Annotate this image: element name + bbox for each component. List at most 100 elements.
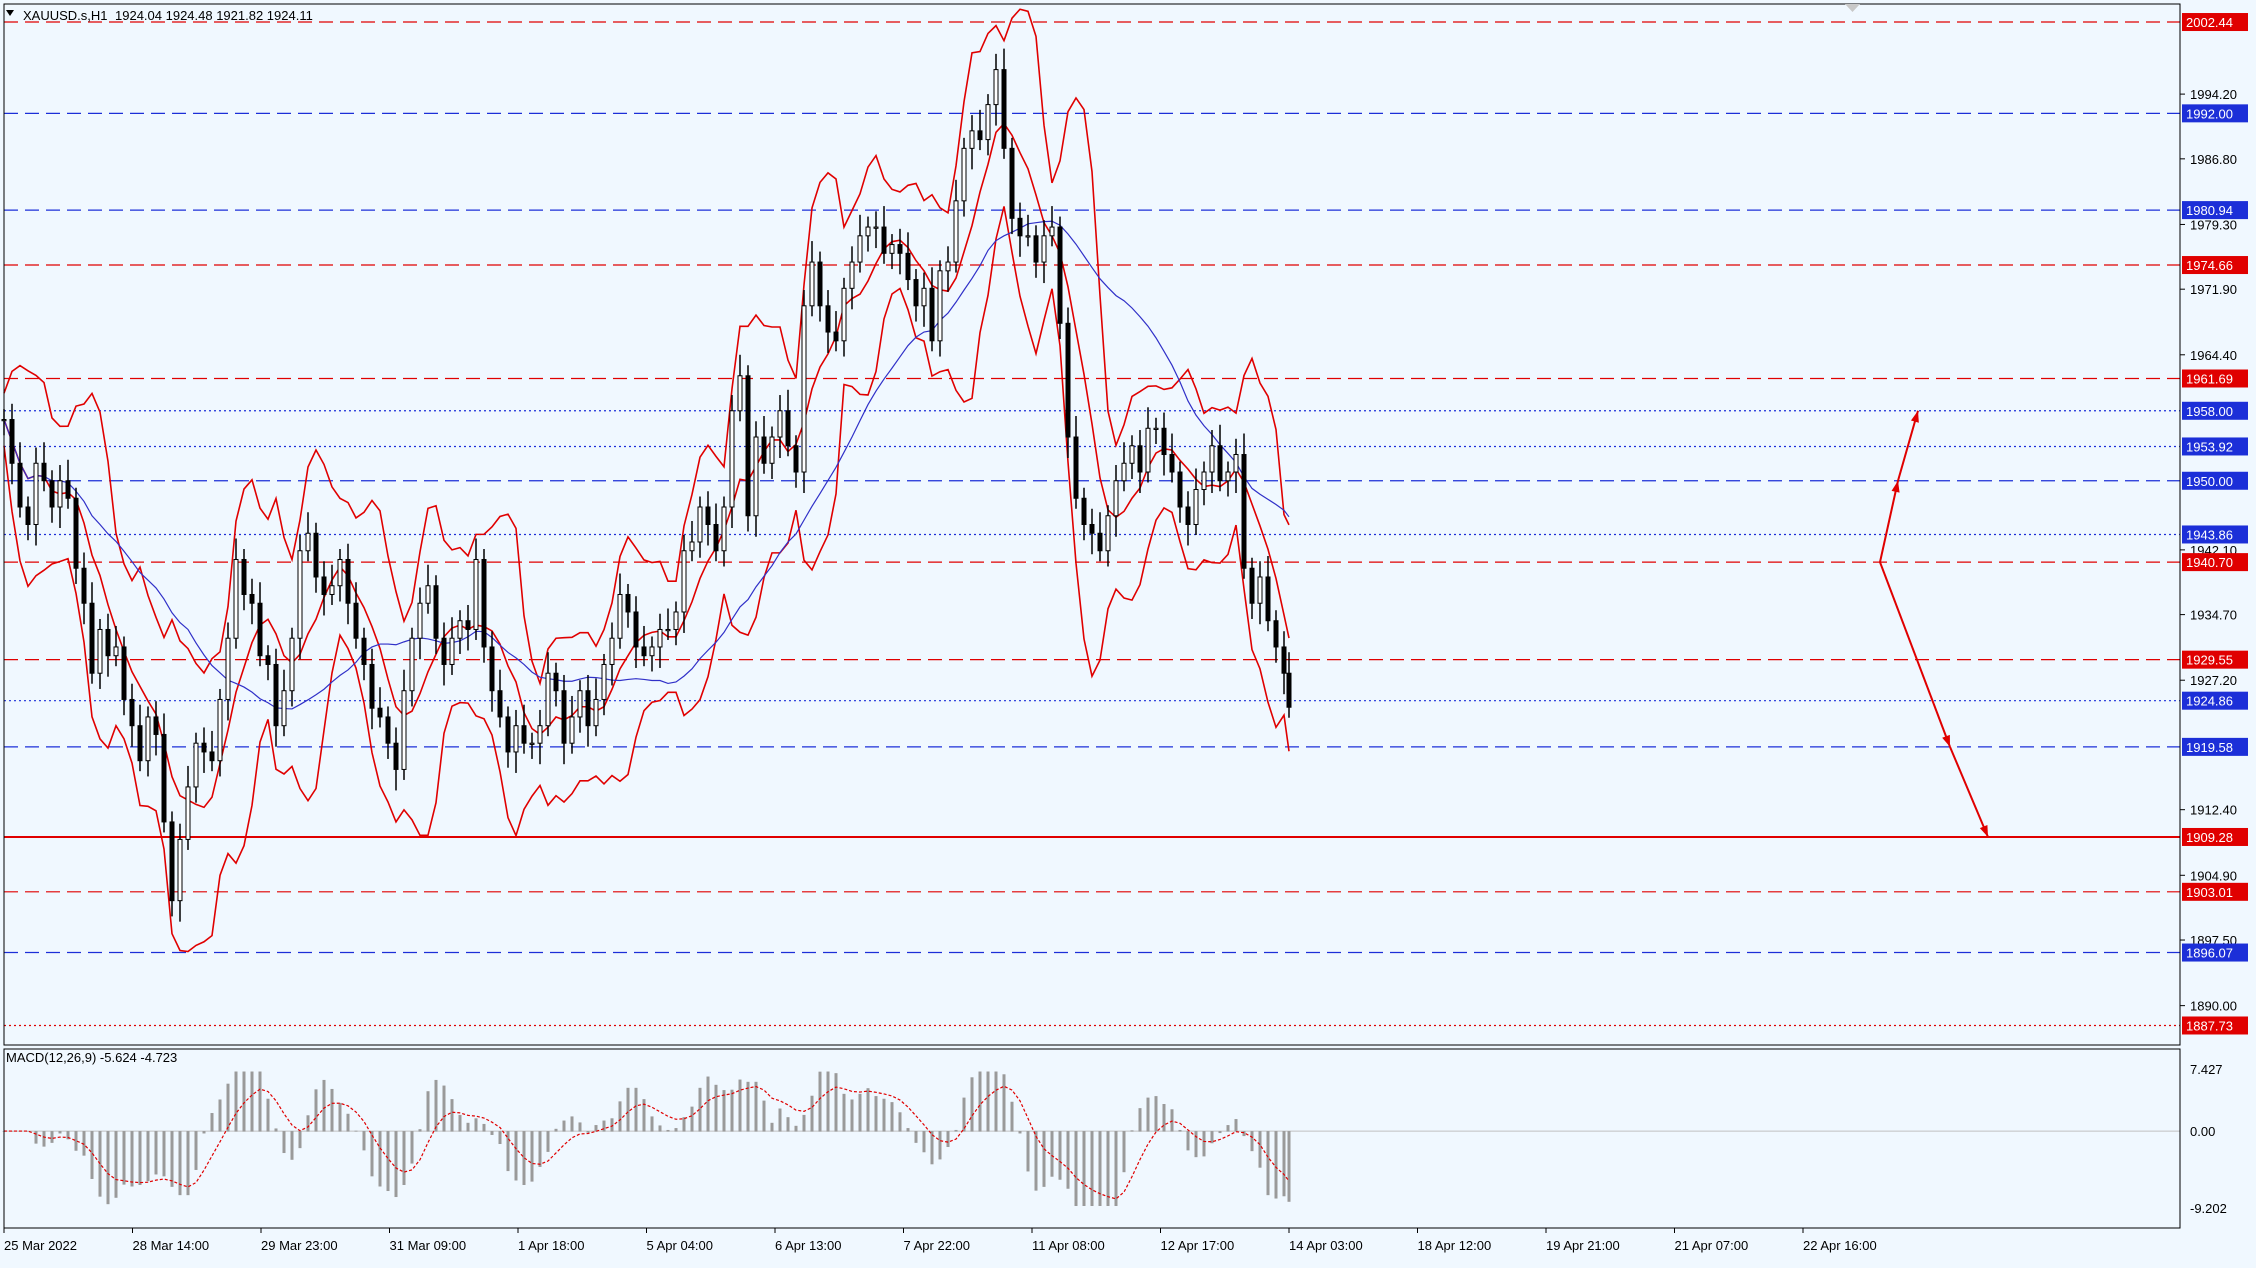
macd-bar [210,1113,214,1132]
macd-bar [794,1125,798,1132]
macd-bar [162,1131,166,1177]
candle-body [681,550,687,613]
level-badge [2182,256,2248,275]
macd-bar [714,1084,718,1132]
macd-bar [1090,1131,1094,1206]
macd-bar [770,1122,774,1132]
macd-bar [914,1131,918,1143]
level-label: 1919.58 [2186,740,2233,755]
macd-bar [1042,1131,1046,1187]
candle-body [1169,454,1175,473]
level-label: 1974.66 [2186,258,2233,273]
candle-body [673,611,679,630]
macd-bar [98,1131,102,1197]
candle-body [401,690,407,770]
candle-body [177,838,183,902]
candle-body [89,602,95,674]
candle-body [1249,567,1255,604]
candle-body [161,733,167,823]
candle-body [113,646,119,657]
arrow-head-icon [1910,410,1919,423]
candle-body [929,287,935,342]
candle-body [809,261,815,307]
candle-body [945,261,951,272]
candle-body [1153,427,1159,430]
macd-bar [674,1128,678,1132]
candle-body [353,602,359,639]
candle-body [9,419,15,464]
macd-bar [1066,1131,1070,1189]
macd-bar [1026,1131,1030,1172]
macd-bar [394,1131,398,1198]
candle-body [57,480,63,508]
candle-body [97,628,103,674]
macd-bar [362,1131,366,1151]
candle-body [1201,471,1207,491]
macd-bar [818,1071,822,1132]
candle-body [105,628,111,657]
candle-body [249,593,255,604]
candle-body [729,410,735,508]
candle-body [489,646,495,692]
chevron-down-icon[interactable] [6,10,14,16]
candle-body [1137,445,1143,473]
candle-body [689,541,695,552]
macd-bar [130,1131,134,1187]
y-tick-label: 1927.20 [2190,673,2237,688]
macd-bar [666,1129,670,1132]
macd-bar [522,1131,526,1185]
candle-body [1065,322,1071,438]
candle-body [1049,226,1055,237]
macd-bar [826,1071,830,1132]
candle-body [433,585,439,639]
candle-body [1225,471,1231,482]
candle-body [745,375,751,517]
macd-bar [618,1101,622,1132]
macd-bar [90,1131,94,1179]
macd-bar [698,1087,702,1132]
candle-body [129,698,135,727]
candle-body [905,252,911,281]
macd-bar [482,1123,486,1132]
x-tick-label: 7 Apr 22:00 [904,1238,971,1253]
level-badge [2182,104,2248,123]
level-badge [2182,553,2248,572]
candle-body [641,646,647,657]
candle-body [833,331,839,342]
candle-body [137,725,143,762]
macd-bar [834,1073,838,1132]
macd-bar [122,1131,126,1185]
macd-bar [786,1117,790,1132]
level-label: 1903.01 [2186,885,2233,900]
candle-body [1129,445,1135,464]
candle-body [417,602,423,639]
ma-line [3,220,1290,710]
candle-body [785,410,791,447]
x-tick-label: 25 Mar 2022 [4,1238,77,1253]
candle-body [561,690,567,744]
candle-body [345,558,351,604]
macd-bar [258,1071,262,1132]
macd-bar [706,1076,710,1132]
macd-bar [322,1079,326,1132]
y-tick-label: 1979.30 [2190,217,2237,232]
macd-bar [722,1090,726,1132]
level-label: 1924.86 [2186,694,2233,709]
macd-bar [858,1093,862,1132]
candle-body [377,707,383,718]
x-tick-label: 11 Apr 08:00 [1032,1238,1105,1253]
candle-body [1233,454,1239,473]
candle-body [585,690,591,727]
macd-bar [242,1071,246,1132]
level-badge [2182,882,2248,901]
candle-body [273,663,279,727]
macd-bar [802,1114,806,1132]
level-label: 1887.73 [2186,1018,2233,1033]
candle-body [1193,489,1199,525]
macd-bar [642,1099,646,1132]
macd-bar [1114,1131,1118,1206]
ohlc-readout: 1924.04 1924.48 1921.82 1924.11 [115,8,313,23]
shift-marker-icon[interactable] [1845,4,1860,12]
candle-body [201,742,207,753]
